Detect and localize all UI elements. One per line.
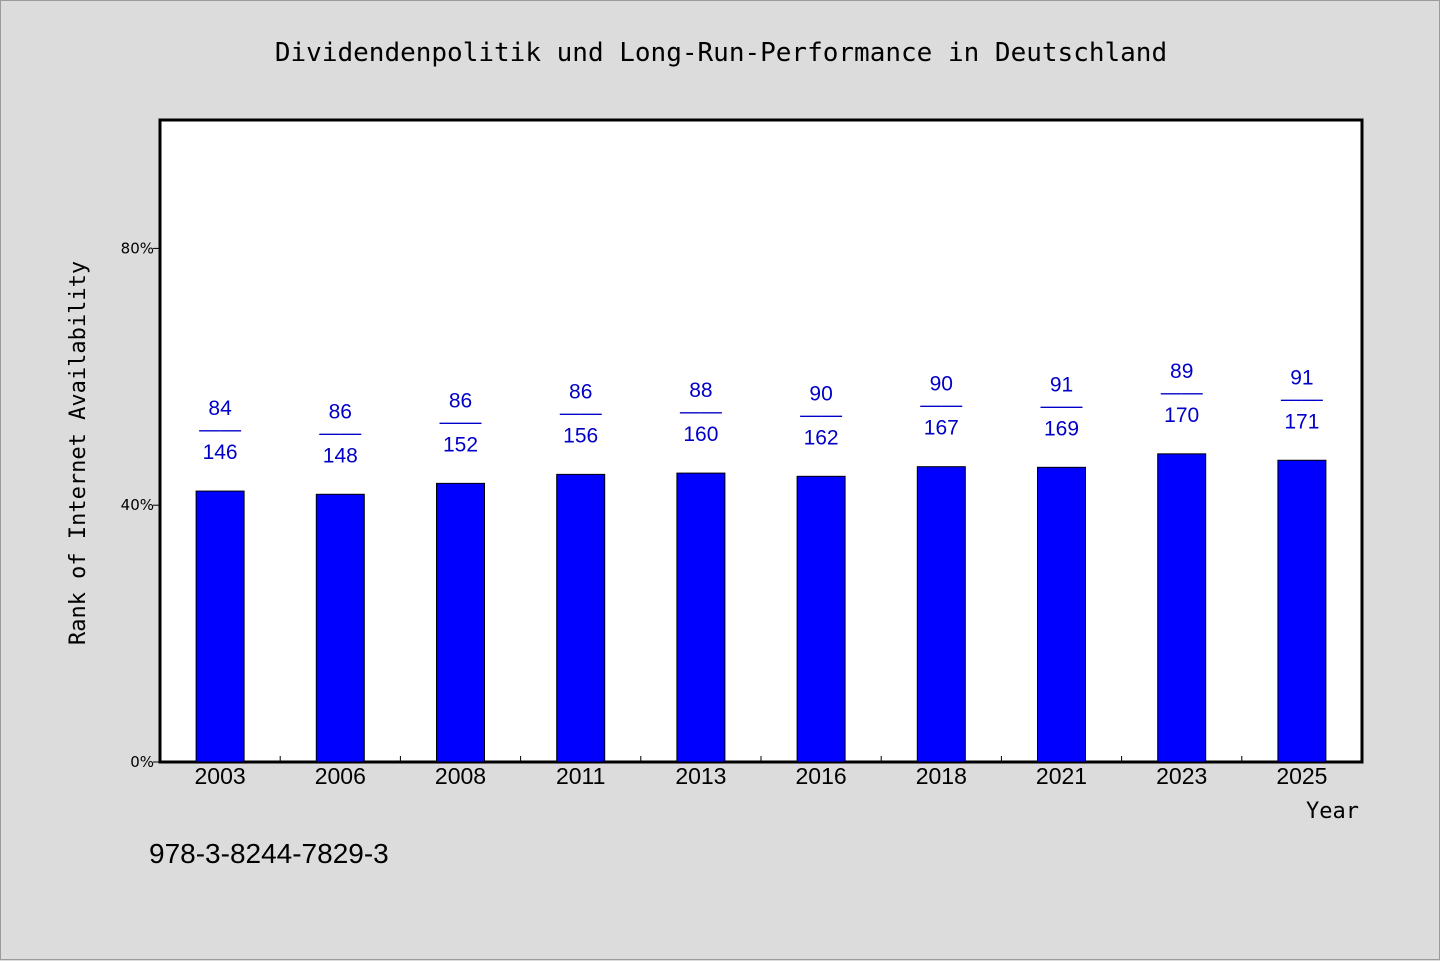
data-label-separator: —— xyxy=(800,403,842,426)
bar-2003 xyxy=(195,490,245,763)
data-label-top: 90 xyxy=(809,382,832,405)
bar-2018 xyxy=(916,466,966,763)
x-tick-label: 2018 xyxy=(916,763,967,789)
data-label-top: 86 xyxy=(329,400,352,423)
x-tick-label: 2003 xyxy=(195,763,246,789)
bar-2011 xyxy=(556,473,606,763)
data-label-bottom: 169 xyxy=(1044,417,1079,440)
data-label-separator: —— xyxy=(560,401,602,424)
data-label-top: 88 xyxy=(689,379,712,402)
data-label-top: 84 xyxy=(208,397,232,420)
y-tick-label: 80% xyxy=(121,239,154,257)
data-label-bottom: 170 xyxy=(1164,404,1199,427)
data-label-top: 86 xyxy=(449,389,472,412)
x-tick-label: 2011 xyxy=(556,763,605,789)
data-label-bottom: 152 xyxy=(443,433,478,456)
chart-title: Dividendenpolitik und Long-Run-Performan… xyxy=(275,38,1167,68)
bars-layer xyxy=(195,453,1327,763)
data-label-bottom: 167 xyxy=(924,417,959,440)
data-label-separator: —— xyxy=(680,400,722,423)
data-label-separator: —— xyxy=(319,421,361,444)
x-tick-label: 2013 xyxy=(675,763,726,789)
bar-2008 xyxy=(436,482,485,763)
y-tick-label: 40% xyxy=(121,496,154,514)
data-label-top: 86 xyxy=(569,380,592,403)
x-tick-label: 2006 xyxy=(315,763,366,789)
bar-2006 xyxy=(315,493,365,763)
data-label-top: 89 xyxy=(1170,360,1193,383)
data-label-bottom: 162 xyxy=(804,426,839,449)
bar-2013 xyxy=(676,472,726,763)
bar-2025 xyxy=(1277,459,1327,763)
data-label-top: 90 xyxy=(930,373,953,396)
data-label-separator: —— xyxy=(440,410,482,433)
y-axis-label: Rank of Internet Availability xyxy=(66,261,91,645)
x-axis: 2003 2006 2008 2011 2013 2016 2018 2021 2023 2025 xyxy=(195,756,1327,789)
data-label-bottom: 160 xyxy=(683,423,718,446)
isbn-footer: 978-3-8244-7829-3 xyxy=(149,838,389,869)
x-tick-label: 2023 xyxy=(1156,763,1207,789)
bar-2021 xyxy=(1037,466,1086,763)
data-label-bottom: 156 xyxy=(563,424,598,447)
y-axis: 0% 40% 80% xyxy=(121,239,160,771)
x-tick-label: 2016 xyxy=(796,763,847,789)
bar-2016 xyxy=(796,475,846,763)
x-tick-label: 2025 xyxy=(1276,763,1327,789)
data-label-bottom: 148 xyxy=(323,444,358,467)
data-label-separator: —— xyxy=(920,394,962,417)
data-labels: 146——84148——86152——86156——86160——88162——… xyxy=(199,360,1323,467)
bar-2023 xyxy=(1157,453,1207,763)
data-label-separator: —— xyxy=(1161,381,1203,404)
data-label-top: 91 xyxy=(1050,373,1073,396)
data-label-separator: —— xyxy=(1281,387,1323,410)
x-axis-label: Year xyxy=(1306,799,1359,824)
data-label-bottom: 171 xyxy=(1284,410,1319,433)
data-label-top: 91 xyxy=(1290,366,1313,389)
data-label-separator: —— xyxy=(199,418,241,441)
x-tick-label: 2008 xyxy=(435,763,486,789)
data-label-bottom: 146 xyxy=(203,441,238,464)
data-label-separator: —— xyxy=(1041,394,1083,417)
x-tick-label: 2021 xyxy=(1036,763,1087,789)
y-tick-label: 0% xyxy=(130,753,154,771)
